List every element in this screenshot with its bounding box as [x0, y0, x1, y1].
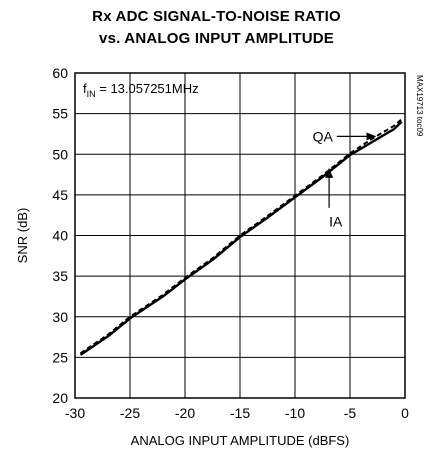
series-line-ia	[79, 120, 403, 356]
x-tick-label: -10	[285, 405, 305, 421]
annotation-label-qa: QA	[313, 128, 334, 144]
x-tick-label: -15	[230, 405, 250, 421]
grid-lines	[75, 73, 405, 398]
data-series	[79, 118, 403, 356]
chart-title-line1: Rx ADC SIGNAL-TO-NOISE RATIO	[92, 8, 341, 25]
y-tick-label: 20	[52, 390, 68, 406]
tick-labels: -30 -25 -20 -15 -10 -5 0 20 25 30 35 40 45 50 55 60	[52, 65, 409, 421]
y-axis-label: SNR (dB)	[15, 208, 30, 264]
figure-code: MAX19713 toc09	[415, 75, 424, 137]
condition-label: fIN = 13.057251MHz	[83, 81, 199, 99]
y-tick-label: 25	[52, 349, 68, 365]
x-tick-label: -5	[344, 405, 357, 421]
x-tick-label: -20	[175, 405, 195, 421]
y-tick-label: 60	[52, 65, 68, 81]
y-tick-label: 35	[52, 268, 68, 284]
x-tick-label: 0	[401, 405, 409, 421]
y-tick-label: 50	[52, 146, 68, 162]
y-tick-label: 40	[52, 228, 68, 244]
y-tick-label: 45	[52, 187, 68, 203]
series-line-qa	[79, 118, 403, 355]
x-tick-label: -25	[120, 405, 140, 421]
y-tick-label: 55	[52, 106, 68, 122]
plot-frame	[74, 72, 406, 399]
y-tick-label: 30	[52, 309, 68, 325]
x-tick-label: -30	[65, 405, 85, 421]
chart-title-line2: vs. ANALOG INPUT AMPLITUDE	[99, 30, 334, 47]
x-axis-label: ANALOG INPUT AMPLITUDE (dBFS)	[131, 433, 350, 448]
annotations: QA IA	[313, 128, 377, 230]
annotation-label-ia: IA	[329, 214, 343, 230]
